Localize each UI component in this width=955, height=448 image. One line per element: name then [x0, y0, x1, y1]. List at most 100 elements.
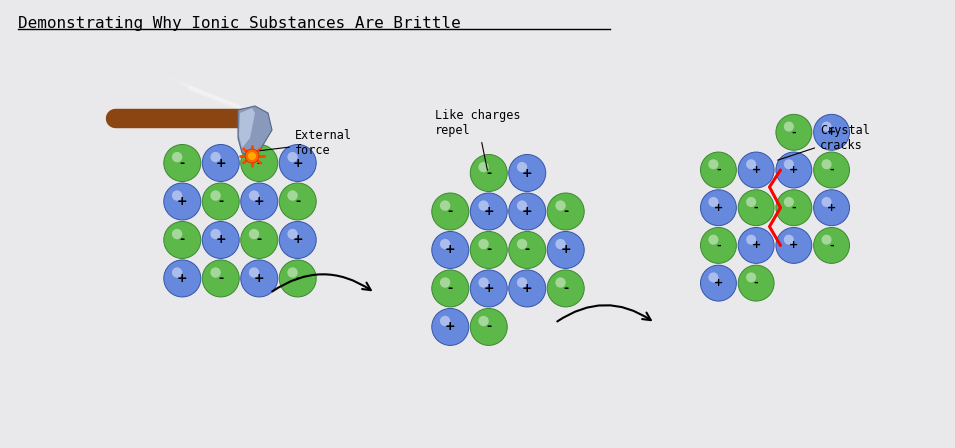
Text: +: + [522, 167, 533, 180]
Text: -: - [486, 243, 491, 256]
Circle shape [478, 200, 489, 211]
Circle shape [279, 221, 316, 258]
Circle shape [210, 229, 221, 239]
Text: Demonstrating Why Ionic Substances Are Brittle: Demonstrating Why Ionic Substances Are B… [18, 16, 460, 31]
Circle shape [738, 228, 775, 263]
Circle shape [738, 265, 775, 301]
Circle shape [279, 260, 316, 297]
Text: +: + [752, 241, 761, 250]
Text: +: + [522, 205, 533, 218]
Circle shape [432, 232, 469, 268]
Circle shape [202, 260, 240, 297]
Text: Like charges
repel: Like charges repel [435, 109, 520, 170]
Text: -: - [563, 205, 568, 218]
Circle shape [547, 270, 584, 307]
Circle shape [279, 145, 316, 181]
Text: +: + [713, 278, 723, 288]
Circle shape [287, 267, 298, 278]
Circle shape [249, 190, 259, 201]
Circle shape [478, 162, 489, 172]
Text: +: + [445, 243, 456, 256]
Text: +: + [483, 205, 494, 218]
Circle shape [249, 152, 259, 162]
Circle shape [517, 277, 527, 288]
Circle shape [245, 149, 259, 163]
Text: -: - [486, 167, 491, 180]
Text: -: - [448, 282, 453, 295]
Circle shape [470, 270, 507, 307]
Circle shape [556, 239, 565, 249]
Text: -: - [716, 241, 721, 250]
Circle shape [814, 228, 850, 263]
Text: -: - [218, 195, 223, 208]
Text: +: + [177, 195, 187, 208]
Circle shape [279, 183, 316, 220]
Circle shape [432, 308, 469, 345]
Circle shape [440, 200, 450, 211]
Circle shape [746, 159, 756, 169]
Circle shape [746, 272, 756, 282]
Text: +: + [827, 127, 837, 137]
Circle shape [775, 114, 812, 150]
Circle shape [470, 193, 507, 230]
Circle shape [700, 190, 736, 226]
Text: -: - [524, 243, 530, 256]
Circle shape [241, 183, 278, 220]
Circle shape [709, 197, 718, 207]
FancyArrowPatch shape [272, 274, 371, 292]
Circle shape [287, 229, 298, 239]
Circle shape [249, 267, 259, 278]
Circle shape [700, 228, 736, 263]
Circle shape [746, 235, 756, 245]
Text: Crystal
cracks: Crystal cracks [777, 124, 870, 160]
Circle shape [709, 272, 718, 282]
Circle shape [163, 260, 201, 297]
Circle shape [775, 190, 812, 226]
Circle shape [709, 235, 718, 245]
Text: -: - [180, 233, 185, 246]
Circle shape [440, 316, 450, 326]
Circle shape [470, 155, 507, 191]
Circle shape [478, 277, 489, 288]
Circle shape [241, 145, 278, 181]
Text: -: - [448, 205, 453, 218]
Circle shape [821, 159, 832, 169]
Circle shape [821, 197, 832, 207]
Text: -: - [295, 272, 300, 285]
Text: +: + [216, 156, 226, 169]
Circle shape [738, 152, 775, 188]
Circle shape [163, 183, 201, 220]
Circle shape [163, 145, 201, 181]
Circle shape [700, 152, 736, 188]
Text: +: + [827, 202, 837, 213]
Text: +: + [216, 233, 226, 246]
Circle shape [784, 197, 794, 207]
Circle shape [509, 155, 545, 191]
Circle shape [287, 190, 298, 201]
Circle shape [470, 232, 507, 268]
Circle shape [241, 260, 278, 297]
Circle shape [172, 152, 182, 162]
Circle shape [210, 267, 221, 278]
Circle shape [470, 308, 507, 345]
Circle shape [746, 197, 756, 207]
Text: +: + [713, 202, 723, 213]
Circle shape [814, 190, 850, 226]
Text: External
force: External force [260, 129, 352, 157]
Circle shape [241, 221, 278, 258]
Circle shape [287, 152, 298, 162]
Text: -: - [486, 320, 491, 333]
Text: +: + [752, 165, 761, 175]
Circle shape [432, 270, 469, 307]
Text: -: - [792, 127, 796, 137]
Circle shape [432, 193, 469, 230]
Circle shape [556, 277, 565, 288]
Circle shape [172, 229, 182, 239]
Circle shape [775, 152, 812, 188]
Text: +: + [789, 241, 798, 250]
Text: -: - [180, 156, 185, 169]
Text: -: - [829, 165, 834, 175]
Text: +: + [292, 233, 303, 246]
Circle shape [172, 267, 182, 278]
Text: +: + [177, 272, 187, 285]
